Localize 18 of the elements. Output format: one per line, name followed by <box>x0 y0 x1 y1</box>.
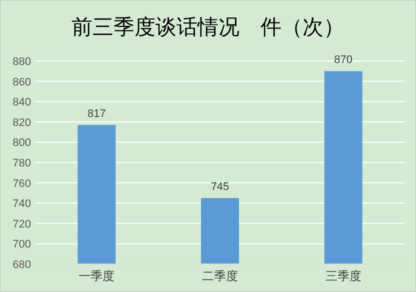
x-tick-label: 二季度 <box>202 269 238 283</box>
y-tick-label: 800 <box>12 137 31 150</box>
y-tick-label: 740 <box>12 198 31 210</box>
y-tick-label: 880 <box>12 56 31 68</box>
x-tick-label: 一季度 <box>78 269 115 283</box>
x-tick-label: 三季度 <box>325 269 362 283</box>
data-label: 745 <box>210 181 230 194</box>
chart-title: 前三季度谈话情况 件（次） <box>72 16 344 39</box>
y-tick-label: 760 <box>12 178 31 190</box>
y-tick-label: 780 <box>12 158 31 170</box>
y-tick-label: 820 <box>12 116 31 129</box>
data-label: 817 <box>87 108 106 120</box>
y-tick-label: 680 <box>12 259 31 271</box>
y-tick-label: 700 <box>12 238 31 251</box>
y-tick-label: 840 <box>12 96 31 109</box>
data-label: 870 <box>334 54 353 66</box>
y-tick-label: 860 <box>12 76 31 88</box>
y-tick-label: 720 <box>12 218 31 230</box>
